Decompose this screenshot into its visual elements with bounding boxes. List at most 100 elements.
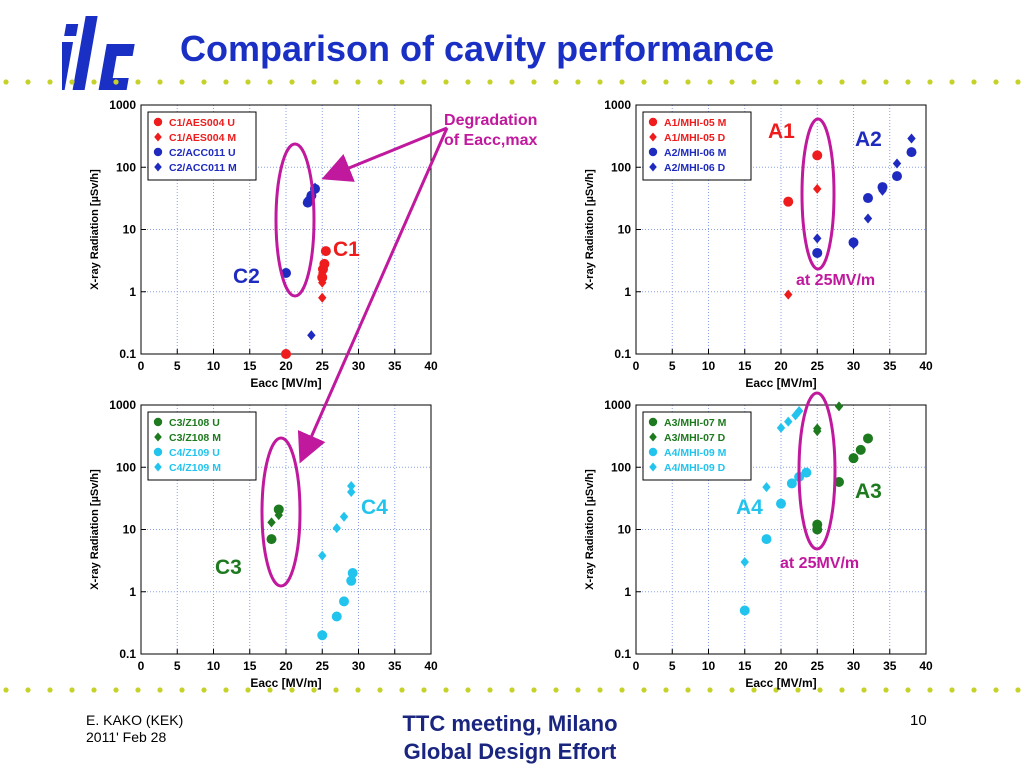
divider-dot	[465, 79, 471, 85]
y-tick-label: 10	[123, 523, 137, 537]
divider-dot	[619, 687, 625, 693]
ilc-logo	[62, 16, 135, 90]
legend-entry: A1/MHI-05 M	[664, 117, 727, 129]
top-dotted-divider	[3, 79, 1021, 85]
footer-organization: Global Design Effort	[403, 739, 617, 764]
y-tick-label: 10	[123, 223, 137, 237]
data-point	[266, 534, 277, 545]
data-point	[346, 575, 357, 586]
data-point	[813, 183, 822, 194]
at25-label-top: at 25MV/m	[796, 272, 876, 289]
divider-dot	[421, 687, 427, 693]
data-point	[331, 611, 342, 622]
x-tick-label: 40	[424, 659, 438, 673]
divider-dot	[113, 687, 119, 693]
data-point	[812, 519, 823, 530]
data-point	[740, 557, 749, 568]
degradation-label-line2: of Eacc,max	[444, 132, 538, 149]
divider-dot	[531, 79, 537, 85]
footer-meeting: TTC meeting, Milano Global Design Effort	[340, 710, 680, 766]
divider-dot	[839, 687, 845, 693]
legend-marker	[649, 432, 657, 442]
legend-box	[147, 111, 257, 181]
data-point	[812, 150, 823, 161]
x-tick-label: 10	[702, 659, 716, 673]
divider-dot	[839, 79, 845, 85]
x-tick-label: 20	[774, 659, 788, 673]
x-tick-label: 30	[847, 359, 861, 373]
y-tick-label: 10	[618, 523, 632, 537]
label-a2: A2	[855, 128, 882, 151]
data-point	[801, 467, 812, 478]
divider-dot	[179, 687, 185, 693]
legend-entry: C2/ACC011 U	[169, 147, 236, 159]
divider-dot	[487, 687, 493, 693]
divider-dot	[91, 79, 97, 85]
y-tick-label: 100	[611, 460, 631, 474]
x-tick-label: 15	[738, 359, 752, 373]
data-point	[892, 171, 902, 182]
legend-marker	[154, 162, 162, 172]
data-point	[273, 504, 284, 515]
data-point	[317, 630, 328, 641]
divider-dot	[883, 687, 889, 693]
label-c3: C3	[215, 556, 242, 579]
divider-dot	[751, 687, 757, 693]
label-a3: A3	[855, 480, 882, 503]
divider-dot	[707, 79, 713, 85]
chart-3: 0 5 10 15 20 25 30 35 40 0.1 1 10 100 1000 Eacc [MV/m]…	[89, 398, 438, 690]
divider-dot	[311, 79, 317, 85]
legend-entry: A4/MHI-09 D	[664, 462, 726, 474]
at25-label-bottom: at 25MV/m	[780, 555, 860, 572]
divider-dot	[685, 79, 691, 85]
divider-dot	[289, 687, 295, 693]
arrow-to-c3c4	[297, 127, 449, 464]
divider-dot	[223, 79, 229, 85]
divider-dot	[553, 687, 559, 693]
data-point	[834, 401, 844, 412]
divider-dot	[113, 79, 119, 85]
x-tick-label: 5	[669, 359, 676, 373]
divider-dot	[135, 79, 141, 85]
y-tick-label: 1000	[604, 398, 631, 412]
y-axis-label: X-ray Radiation [µSv/h]	[584, 469, 596, 590]
data-point	[776, 422, 786, 433]
divider-dot	[685, 687, 691, 693]
data-point	[318, 292, 327, 303]
highlight-ellipse-a1a2	[800, 117, 836, 271]
data-point	[892, 158, 902, 169]
data-point	[813, 423, 822, 434]
divider-dot	[641, 687, 647, 693]
data-point	[267, 517, 276, 528]
data-point	[794, 406, 804, 417]
y-axis-label: X-ray Radiation [µSv/h]	[89, 169, 101, 290]
footer-date: 2011' Feb 28	[86, 729, 167, 745]
footer-author-name: E. KAKO (KEK)	[86, 712, 184, 728]
highlight-ellipse-a3a4	[797, 391, 837, 551]
data-point	[784, 289, 793, 300]
data-point	[906, 147, 917, 158]
divider-dot	[949, 79, 955, 85]
legend-marker	[153, 417, 163, 427]
label-c4: C4	[361, 496, 388, 519]
divider-dot	[465, 687, 471, 693]
data-point	[812, 247, 823, 258]
legend-marker	[154, 432, 162, 442]
data-point	[318, 268, 327, 279]
divider-dot	[993, 687, 999, 693]
divider-dot	[905, 687, 911, 693]
data-point	[347, 480, 356, 491]
divider-dot	[443, 687, 449, 693]
data-point	[783, 196, 794, 207]
chart-1: 0 5 10 15 20 25 30 35 40 0.1 1 10 100 1000 Eacc [MV/m]…	[89, 98, 438, 390]
divider-dot	[47, 79, 53, 85]
legend-entry: C1/AES004 U	[169, 117, 235, 129]
divider-dot	[399, 79, 405, 85]
divider-dot	[905, 79, 911, 85]
legend-box	[642, 111, 752, 181]
legend-entry: A3/MHI-07 D	[664, 432, 726, 444]
legend-marker	[649, 132, 657, 142]
x-tick-label: 35	[883, 659, 897, 673]
highlight-ellipse-c3c4	[260, 436, 302, 588]
divider-dot	[1015, 687, 1021, 693]
